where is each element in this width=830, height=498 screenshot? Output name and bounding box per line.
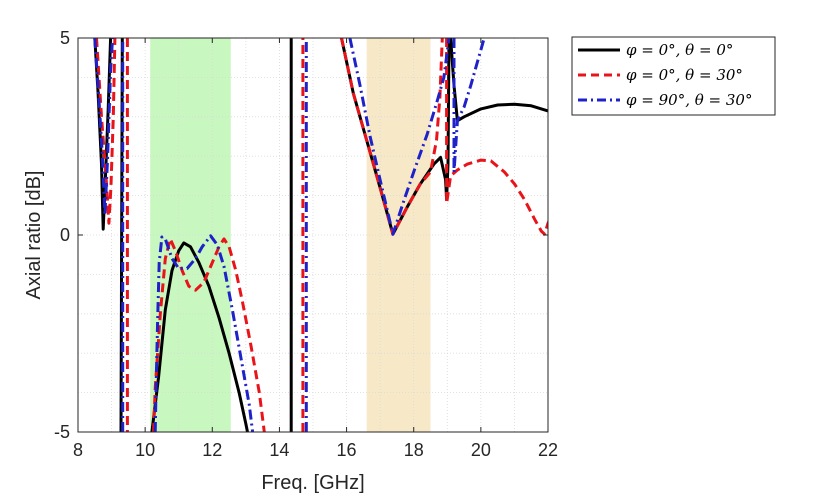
x-tick-label-14: 14	[269, 440, 289, 460]
series-2-segment-0	[93, 38, 115, 217]
x-axis-label: Freq. [GHz]	[261, 472, 364, 494]
series-lines	[93, 38, 548, 432]
series-1-segment-2	[152, 237, 266, 432]
y-tick-label-0: 0	[60, 225, 70, 245]
series-0-segment-2	[150, 241, 249, 432]
series-2-segment-5	[452, 38, 486, 174]
x-tick-label-22: 22	[538, 440, 558, 460]
x-tick-label-16: 16	[337, 440, 357, 460]
series-1-segment-0	[95, 38, 117, 225]
grid	[78, 38, 548, 432]
legend-label-0: φ = 0°, θ = 0°	[626, 41, 733, 59]
x-tick-label-8: 8	[73, 440, 83, 460]
series-2-segment-2	[153, 234, 255, 432]
axis-ticks: 8 10 12 14 16 18 20 22 -5 0 5	[54, 28, 558, 460]
highlight-bands	[150, 38, 431, 432]
band-2	[366, 38, 431, 432]
legend-label-1: φ = 0°, θ = 30°	[626, 66, 743, 84]
legend: φ = 0°, θ = 0° φ = 0°, θ = 30° φ = 90°, …	[571, 36, 776, 116]
y-tick-label-5: 5	[60, 28, 70, 48]
x-tick-label-18: 18	[404, 440, 424, 460]
y-tick-label--5: -5	[54, 422, 70, 442]
legend-label-2: φ = 90°, θ = 30°	[626, 91, 752, 109]
series-0-segment-5	[449, 38, 548, 123]
series-2-segment-4	[348, 38, 451, 236]
y-axis-label: Axial ratio [dB]	[23, 171, 45, 300]
band-1	[150, 38, 231, 432]
x-tick-label-12: 12	[202, 440, 222, 460]
series-1-segment-5	[445, 38, 548, 236]
x-tick-label-10: 10	[135, 440, 155, 460]
x-tick-label-20: 20	[471, 440, 491, 460]
series-1-segment-4	[340, 38, 444, 236]
